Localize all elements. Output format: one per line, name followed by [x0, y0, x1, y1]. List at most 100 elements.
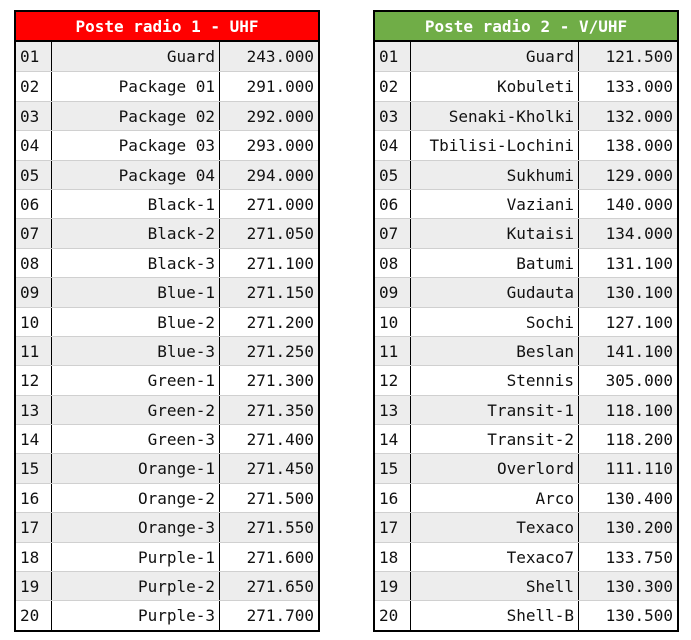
- channel-number: 12: [375, 366, 411, 395]
- channel-number: 03: [375, 101, 411, 131]
- channel-row: 19 Shell 130.300: [375, 571, 677, 601]
- radio2-rows: 01 Guard 121.500 02 Kobuleti 133.000 03 Senaki-…: [375, 42, 677, 630]
- channel-name: Texaco: [411, 513, 579, 542]
- channel-row: 01 Guard 243.000: [16, 42, 318, 72]
- channel-number: 03: [16, 101, 52, 131]
- channel-frequency: 291.000: [246, 77, 314, 97]
- channel-name: Texaco7: [411, 542, 579, 572]
- channel-frequency: 293.000: [246, 136, 314, 156]
- channel-name: Tbilisi-Lochini: [411, 131, 579, 160]
- channel-number: 16: [375, 483, 411, 513]
- channel-row: 18 Purple-1 271.600: [16, 541, 318, 572]
- radio1-table: Poste radio 1 - UHF 01 Guard 243.000 02 Pack…: [14, 10, 320, 632]
- channel-name: Black-3: [52, 248, 220, 278]
- channel-frequency: 132.000: [605, 106, 673, 126]
- radio1-rows: 01 Guard 243.000 02 Package 01 291.000 03 Packa…: [16, 42, 318, 630]
- channel-row: 05 Sukhumi 129.000: [375, 159, 677, 189]
- channel-number: 07: [16, 219, 52, 248]
- channel-name: Blue-2: [52, 307, 220, 336]
- channel-row: 15 Orange-1 271.450: [16, 453, 318, 483]
- channel-number: 15: [375, 454, 411, 483]
- channel-frequency: 294.000: [246, 165, 314, 185]
- channel-frequency: 271.500: [246, 488, 314, 508]
- channel-frequency: 118.100: [605, 400, 673, 420]
- channel-number: 13: [375, 395, 411, 425]
- channel-frequency: 111.110: [605, 459, 673, 479]
- channel-name: Vaziani: [411, 189, 579, 219]
- channel-row: 10 Blue-2 271.200: [16, 306, 318, 336]
- channel-name: Arco: [411, 483, 579, 513]
- channel-name: Orange-1: [52, 454, 220, 483]
- channel-number: 18: [16, 542, 52, 572]
- channel-frequency: 271.200: [246, 312, 314, 332]
- channel-row: 12 Stennis 305.000: [375, 365, 677, 395]
- channel-row: 19 Purple-2 271.650: [16, 571, 318, 601]
- channel-frequency: 305.000: [605, 371, 673, 391]
- channel-name: Guard: [411, 42, 579, 72]
- channel-frequency: 138.000: [605, 136, 673, 156]
- channel-row: 14 Green-3 271.400: [16, 424, 318, 454]
- radio2-table: Poste radio 2 - V/UHF 01 Guard 121.500 02 Ko…: [373, 10, 679, 632]
- channel-number: 14: [375, 425, 411, 454]
- channel-number: 19: [16, 572, 52, 601]
- channel-frequency: 121.500: [605, 47, 673, 66]
- channel-name: Blue-3: [52, 336, 220, 366]
- channel-name: Green-1: [52, 366, 220, 395]
- channel-row: 02 Package 01 291.000: [16, 71, 318, 101]
- channel-name: Beslan: [411, 336, 579, 366]
- channel-name: Purple-1: [52, 542, 220, 572]
- channel-frequency: 271.350: [246, 400, 314, 420]
- channel-frequency: 127.100: [605, 312, 673, 332]
- channel-name: Sochi: [411, 307, 579, 336]
- channel-frequency: 130.400: [605, 488, 673, 508]
- channel-frequency: 271.600: [246, 547, 314, 567]
- channel-frequency: 271.300: [246, 371, 314, 391]
- channel-row: 09 Gudauta 130.100: [375, 277, 677, 307]
- channel-row: 08 Black-3 271.100: [16, 247, 318, 278]
- channel-row: 04 Tbilisi-Lochini 138.000: [375, 130, 677, 160]
- channel-number: 09: [375, 278, 411, 307]
- channel-name: Package 03: [52, 131, 220, 160]
- channel-number: 05: [375, 160, 411, 189]
- channel-name: Purple-3: [52, 601, 220, 630]
- channel-number: 10: [375, 307, 411, 336]
- channel-number: 18: [375, 542, 411, 572]
- channel-frequency: 118.200: [605, 430, 673, 450]
- channel-frequency: 140.000: [605, 194, 673, 214]
- channel-frequency: 129.000: [605, 165, 673, 185]
- channel-number: 20: [16, 601, 52, 630]
- channel-frequency: 141.100: [605, 341, 673, 361]
- channel-number: 06: [375, 189, 411, 219]
- channel-number: 14: [16, 425, 52, 454]
- channel-row: 01 Guard 121.500: [375, 42, 677, 72]
- channel-number: 02: [375, 72, 411, 101]
- channel-row: 20 Purple-3 271.700: [16, 600, 318, 630]
- channel-number: 10: [16, 307, 52, 336]
- channel-name: Senaki-Kholki: [411, 101, 579, 131]
- channel-number: 08: [375, 248, 411, 278]
- channel-frequency: 131.100: [605, 253, 673, 273]
- channel-frequency: 271.050: [246, 224, 314, 244]
- channel-number: 17: [16, 513, 52, 542]
- channel-row: 03 Package 02 292.000: [16, 100, 318, 131]
- channel-number: 07: [375, 219, 411, 248]
- channel-number: 04: [375, 131, 411, 160]
- channel-row: 13 Transit-1 118.100: [375, 394, 677, 425]
- channel-name: Orange-3: [52, 513, 220, 542]
- channel-row: 07 Black-2 271.050: [16, 218, 318, 248]
- channel-name: Blue-1: [52, 278, 220, 307]
- channel-frequency: 271.550: [246, 518, 314, 538]
- channel-row: 06 Vaziani 140.000: [375, 188, 677, 219]
- channel-number: 11: [375, 336, 411, 366]
- channel-frequency: 271.700: [246, 606, 314, 626]
- channel-row: 16 Orange-2 271.500: [16, 482, 318, 513]
- channel-frequency: 134.000: [605, 224, 673, 244]
- channel-row: 07 Kutaisi 134.000: [375, 218, 677, 248]
- channel-name: Gudauta: [411, 278, 579, 307]
- channel-number: 12: [16, 366, 52, 395]
- channel-name: Package 04: [52, 160, 220, 189]
- channel-name: Package 01: [52, 72, 220, 101]
- channel-frequency: 292.000: [246, 106, 314, 126]
- channel-row: 02 Kobuleti 133.000: [375, 71, 677, 101]
- channel-name: Stennis: [411, 366, 579, 395]
